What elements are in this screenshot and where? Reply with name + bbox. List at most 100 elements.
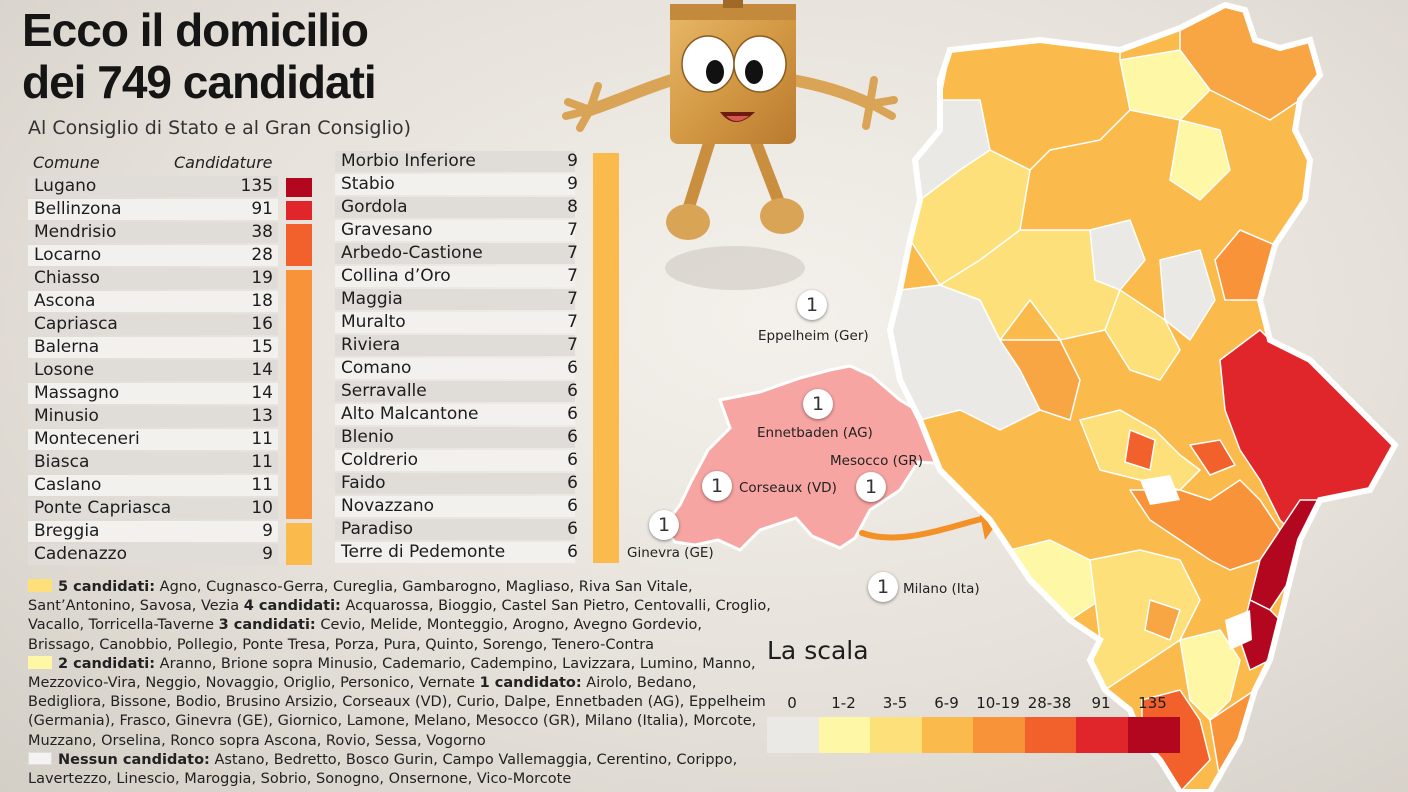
candidature-count: 6: [567, 519, 578, 539]
pin-label-ginevra: Ginevra (GE): [627, 545, 714, 561]
subtitle: Al Consiglio di Stato e al Gran Consigli…: [28, 117, 412, 139]
municipality-name: Serravalle: [341, 381, 427, 401]
municipality-name: Balerna: [34, 337, 100, 357]
row-band: [28, 268, 278, 289]
legend-heading-4: 4 candidati:: [243, 598, 341, 615]
municipality-name: Gordola: [341, 197, 408, 217]
table-row: Gravesano 7: [335, 219, 625, 242]
legend-heading-0: Nessun candidato:: [58, 751, 210, 768]
municipality-name: Riviera: [341, 335, 401, 355]
legend-text-span: Aranno, Brione sopra Minusio, Cademario,…: [155, 655, 756, 672]
legend-heading-3: 3 candidati:: [218, 617, 316, 634]
candidature-count: 6: [567, 381, 578, 401]
table-row: Serravalle 6: [335, 380, 625, 403]
table-color-swatch: [286, 224, 312, 266]
municipality-name: Caslano: [34, 475, 102, 495]
pin-milano: 1: [868, 572, 898, 602]
table-row: Breggia 9: [28, 520, 318, 543]
scale-label: 6-9: [934, 694, 959, 712]
table-color-swatch: [286, 178, 312, 197]
scale-title: La scala: [767, 636, 869, 665]
legend-text: 5 candidati: Agno, Cugnasco-Gerra, Cureg…: [28, 578, 771, 789]
candidature-count: 9: [567, 174, 578, 194]
municipality-name: Lugano: [34, 176, 97, 196]
table-row: Capriasca 16: [28, 313, 318, 336]
row-band: [28, 429, 278, 450]
municipality-name: Coldrerio: [341, 450, 418, 470]
title-line-1: Ecco il domicilio: [22, 4, 369, 56]
pin-eppelheim: 1: [797, 290, 827, 320]
municipality-name: Morbio Inferiore: [341, 151, 476, 171]
candidature-count: 11: [251, 475, 273, 495]
row-band: [335, 427, 575, 448]
candidature-count: 91: [251, 199, 273, 219]
legend-heading-1: 1 candidato:: [479, 675, 582, 692]
legend-line: 5 candidati: Agno, Cugnasco-Gerra, Cureg…: [28, 578, 748, 597]
table-row: Alto Malcantone 6: [335, 403, 625, 426]
table-row: Lugano 135: [28, 175, 318, 198]
row-band: [28, 475, 278, 496]
pin-label-ennetbaden: Ennetbaden (AG): [757, 425, 873, 441]
candidature-count: 11: [251, 429, 273, 449]
row-band: [335, 335, 575, 356]
scale-swatch: [921, 717, 974, 753]
municipality-name: Blenio: [341, 427, 394, 447]
municipality-name: Breggia: [34, 521, 100, 541]
candidature-count: 11: [251, 452, 273, 472]
row-band: [28, 314, 278, 335]
candidature-count: 10: [251, 498, 273, 518]
table-row: Coldrerio 6: [335, 449, 625, 472]
municipality-name: Muralto: [341, 312, 406, 332]
municipality-name: Comano: [341, 358, 412, 378]
table-row: Caslano 11: [28, 474, 318, 497]
table-row: Minusio 13: [28, 405, 318, 428]
scale-label: 0: [787, 694, 797, 712]
municipality-name: Capriasca: [34, 314, 118, 334]
pin-ennetbaden: 1: [803, 389, 833, 419]
scale-swatch: [818, 717, 871, 753]
legend-text-span: Mezzovico-Vira, Neggio, Novaggio, Origli…: [28, 675, 480, 692]
municipality-name: Monteceneri: [34, 429, 140, 449]
row-band: [335, 289, 575, 310]
table-row: Stabio 9: [335, 173, 625, 196]
row-band: [335, 243, 575, 264]
table-row: Riviera 7: [335, 334, 625, 357]
pin-ginevra: 1: [649, 510, 679, 540]
legend-text-span: Muzzano, Orselina, Ronco sopra Ascona, R…: [28, 732, 486, 749]
municipality-name: Locarno: [34, 245, 102, 265]
row-band: [335, 542, 575, 563]
municipality-name: Biasca: [34, 452, 90, 472]
scale-swatch: [767, 717, 819, 753]
table-color-swatch: [286, 201, 312, 220]
table-color-swatch: [593, 153, 619, 563]
legend-chip-1-2: [28, 655, 52, 669]
table-row: Chiasso 19: [28, 267, 318, 290]
row-band: [28, 199, 278, 220]
municipality-name: Cadenazzo: [34, 544, 127, 564]
scale-label: 10-19: [976, 694, 1020, 712]
row-band: [335, 496, 575, 517]
pin-label-eppelheim: Eppelheim (Ger): [758, 328, 869, 344]
candidature-count: 14: [251, 383, 273, 403]
table-row: Muralto 7: [335, 311, 625, 334]
col-header-comune: Comune: [33, 153, 100, 172]
row-band: [28, 176, 278, 197]
table-row: Faido 6: [335, 472, 625, 495]
candidature-count: 9: [262, 544, 273, 564]
candidature-count: 28: [251, 245, 273, 265]
municipality-name: Novazzano: [341, 496, 435, 516]
title-line-2: dei 749 candidati: [22, 56, 377, 108]
row-band: [28, 521, 278, 542]
pin-label-milano: Milano (Ita): [903, 581, 980, 597]
scale-label: 1-2: [831, 694, 856, 712]
ticino-municipalities-map: [886, 1, 1399, 792]
pin-mesocco: 1: [856, 472, 886, 502]
candidature-count: 7: [567, 220, 578, 240]
municipality-name: Terre di Pedemonte: [341, 542, 506, 562]
legend-heading-5: 5 candidati:: [58, 579, 156, 595]
legend-text-span: Astano, Bedretto, Bosco Gurin, Campo Val…: [209, 751, 738, 768]
scale-swatch: [1024, 717, 1077, 753]
candidature-count: 6: [567, 404, 578, 424]
row-band: [28, 291, 278, 312]
candidature-count: 8: [567, 197, 578, 217]
